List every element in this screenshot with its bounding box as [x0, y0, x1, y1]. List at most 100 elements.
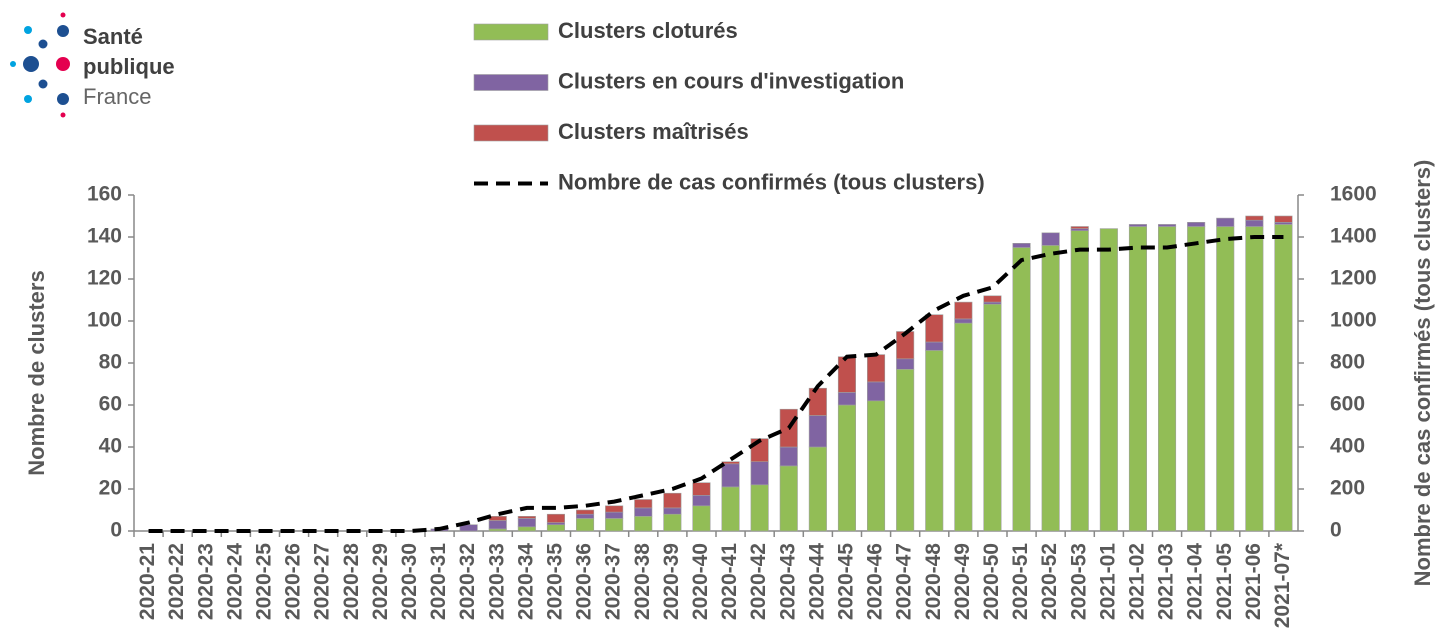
x-tick-label: 2020-34: [514, 543, 537, 620]
y-tick-label: 20: [99, 477, 122, 500]
bar-segment: [1070, 230, 1089, 532]
bar-segment: [634, 499, 653, 509]
x-tick-label: 2021-07*: [1271, 542, 1294, 628]
x-tick-label: 2020-27: [311, 543, 334, 620]
x-tick-label: 2021-03: [1155, 543, 1178, 620]
x-tick-label: 2020-29: [369, 543, 392, 620]
x-tick-label: 2020-25: [252, 543, 275, 620]
bar-segment: [1012, 243, 1031, 248]
bar-segment: [721, 463, 740, 488]
y2-tick-label: 1200: [1330, 267, 1377, 290]
bar-segment: [488, 515, 507, 521]
legend-swatch: [473, 124, 549, 142]
x-tick-label: 2020-48: [922, 543, 945, 620]
bar-segment: [779, 465, 798, 532]
bar-segment: [837, 404, 856, 532]
bar-segment: [692, 494, 711, 507]
bar-segment: [1274, 222, 1293, 225]
bar-segment: [1274, 224, 1293, 532]
bar-segment: [1041, 232, 1060, 246]
bar-segment: [1216, 217, 1235, 227]
bar-segment: [546, 522, 565, 525]
y2-tick-label: 600: [1330, 393, 1365, 416]
bar-segment: [867, 354, 886, 383]
logo-text: Santé: [83, 24, 143, 49]
y-tick-label: 160: [87, 183, 122, 206]
logo-text: publique: [83, 54, 175, 79]
bar-segment: [692, 505, 711, 532]
x-tick-label: 2020-33: [485, 543, 508, 620]
x-tick-label: 2020-28: [340, 543, 363, 620]
x-tick-label: 2020-24: [223, 543, 246, 620]
bar-segment: [925, 341, 944, 351]
x-tick-label: 2020-36: [573, 543, 596, 620]
bar-segment: [837, 356, 856, 393]
bar-segment: [837, 392, 856, 406]
x-tick-label: 2020-44: [805, 543, 828, 620]
x-tick-label: 2020-49: [951, 543, 974, 620]
x-tick-label: 2020-41: [718, 543, 741, 620]
bar-segment: [1187, 222, 1206, 227]
bar-segment: [721, 461, 740, 465]
x-tick-label: 2020-21: [136, 543, 159, 620]
bar-segment: [1245, 215, 1264, 221]
x-tick-label: 2021-04: [1184, 543, 1207, 620]
bar-segment: [576, 518, 595, 532]
y2-tick-label: 200: [1330, 477, 1365, 500]
bar-segment: [663, 513, 682, 532]
legend-label: Clusters maîtrisés: [558, 119, 749, 144]
bar-segment: [605, 505, 624, 513]
y-tick-label: 140: [87, 225, 122, 248]
y2-tick-label: 1400: [1330, 225, 1377, 248]
x-tick-label: 2020-45: [834, 543, 857, 620]
y-tick-label: 40: [99, 435, 122, 458]
bar-segment: [576, 509, 595, 515]
bar-segment: [954, 301, 973, 320]
bar-segment: [1245, 219, 1264, 227]
bar-segment: [1012, 247, 1031, 532]
x-tick-label: 2020-40: [689, 543, 712, 620]
x-tick-label: 2020-47: [893, 543, 916, 620]
bar-segment: [954, 318, 973, 324]
y2-tick-label: 1000: [1330, 309, 1377, 332]
y-tick-label: 100: [87, 309, 122, 332]
bar-segment: [663, 492, 682, 509]
bar-segment: [808, 415, 827, 448]
y2-axis-title: Nombre de cas confirmés (tous clusters): [1410, 160, 1435, 587]
bar-segment: [1099, 228, 1118, 532]
bar-segment: [1070, 226, 1089, 229]
x-tick-label: 2020-51: [1009, 543, 1032, 620]
bar-segment: [750, 461, 769, 486]
x-tick-label: 2020-39: [660, 543, 683, 620]
bar-segment: [983, 301, 1002, 305]
bar-segment: [459, 524, 478, 532]
y2-tick-label: 0: [1330, 519, 1342, 542]
x-tick-label: 2020-50: [980, 543, 1003, 620]
y-tick-label: 80: [99, 351, 122, 374]
bar-segment: [779, 446, 798, 467]
legend-label: Nombre de cas confirmés (tous clusters): [558, 169, 985, 194]
y2-tick-label: 1600: [1330, 183, 1377, 206]
bar-segment: [488, 528, 507, 532]
bar-segment: [692, 482, 711, 496]
legend-label: Clusters cloturés: [558, 18, 738, 43]
bar-segment: [983, 303, 1002, 532]
x-tick-label: 2020-32: [456, 543, 479, 620]
x-tick-label: 2021-01: [1096, 543, 1119, 620]
x-tick-label: 2020-30: [398, 543, 421, 620]
bar-segment: [896, 358, 915, 370]
bar-segment: [1158, 226, 1177, 532]
bar-segment: [488, 520, 507, 530]
bar-segment: [605, 511, 624, 519]
x-tick-label: 2020-52: [1038, 543, 1061, 620]
bar-segment: [546, 524, 565, 532]
bar-segment: [1216, 226, 1235, 532]
bar-segment: [896, 368, 915, 532]
bar-segment: [983, 295, 1002, 303]
y2-tick-label: 400: [1330, 435, 1365, 458]
bar-segment: [1187, 226, 1206, 532]
bar-segment: [1274, 215, 1293, 223]
bar-segment: [1041, 245, 1060, 532]
bar-segment: [1245, 226, 1264, 532]
bar-segment: [1128, 226, 1147, 532]
